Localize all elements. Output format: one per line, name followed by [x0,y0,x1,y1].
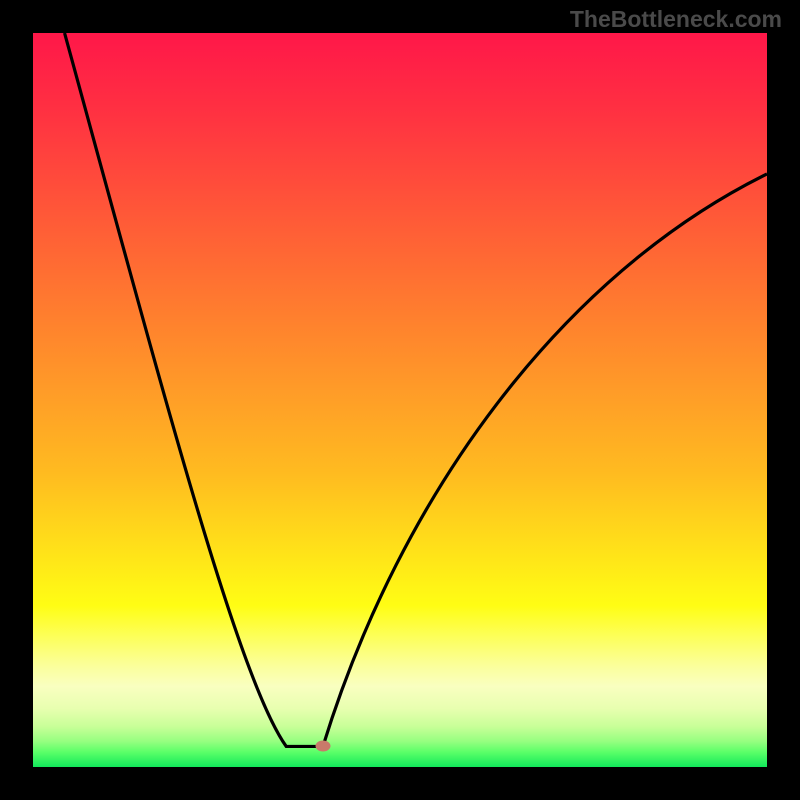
bottleneck-curve [33,33,767,767]
optimal-point-marker [315,741,330,752]
plot-area [33,33,767,767]
watermark-text: TheBottleneck.com [570,6,782,33]
